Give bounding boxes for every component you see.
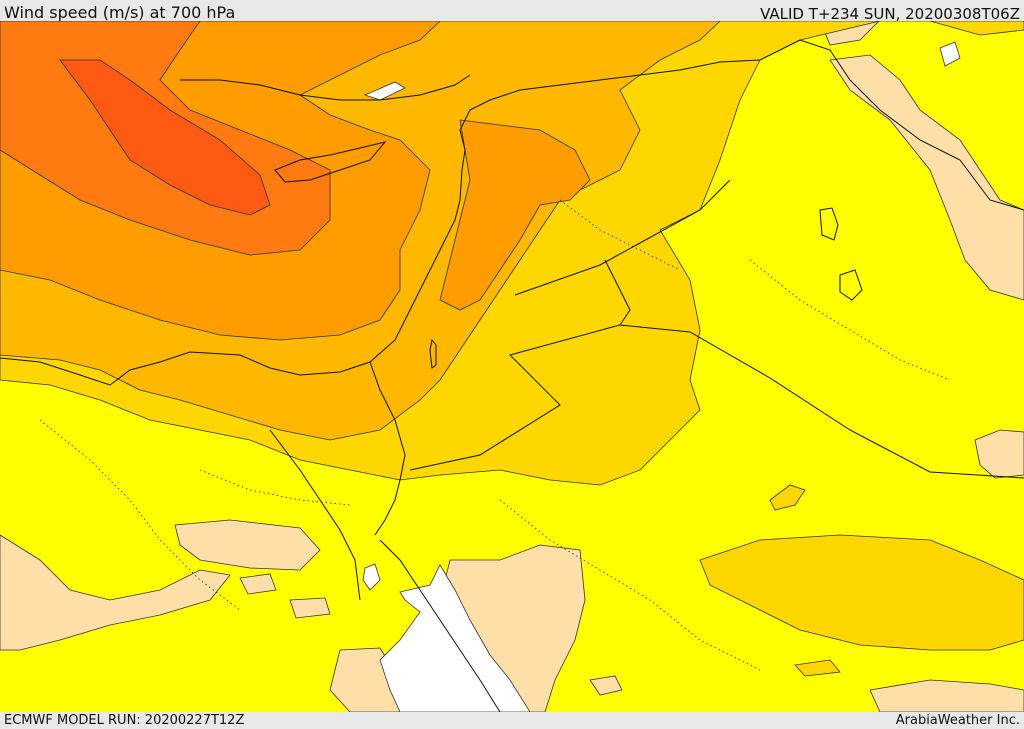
- map-title: Wind speed (m/s) at 700 hPa: [4, 3, 236, 22]
- region-white-red-sea: [379, 564, 531, 712]
- coastline-aqaba: [374, 454, 406, 536]
- coastline-turkey-south: [180, 74, 471, 101]
- patch-west-egypt: [0, 534, 231, 651]
- valid-time: VALID T+234 SUN, 20200308T06Z: [760, 5, 1020, 23]
- region-dark-orange-core: [59, 59, 271, 216]
- patch-gold-small-1: [769, 484, 806, 511]
- model-run-label: ECMWF MODEL RUN: 20200227T12Z: [4, 713, 245, 728]
- dark-orange-band-regions: [0, 21, 331, 256]
- coastline-cyprus: [274, 141, 387, 183]
- coastline-lake-1: [819, 207, 839, 241]
- border-syria-iraq: [514, 179, 731, 296]
- white-band-regions: [362, 41, 961, 712]
- coastline-north-africa: [0, 59, 761, 386]
- patch-nile-small-1: [289, 597, 331, 619]
- region-white-turkey: [363, 81, 406, 101]
- credit-label: ArabiaWeather Inc.: [895, 713, 1020, 728]
- region-white-small: [362, 563, 381, 591]
- coastlines: [0, 39, 1024, 712]
- coastline-dead-sea: [429, 338, 437, 369]
- admin-line-4: [559, 199, 681, 271]
- footer-bar: ECMWF MODEL RUN: 20200227T12Z ArabiaWeat…: [0, 712, 1024, 729]
- patch-central-egypt: [174, 519, 321, 571]
- country-borders: [369, 179, 1024, 479]
- header-bar: Wind speed (m/s) at 700 hPa VALID T+234 …: [0, 0, 1024, 23]
- coastline-red-sea-east: [379, 539, 501, 712]
- border-jordan-saudi: [409, 259, 631, 471]
- coastline-sinai: [269, 429, 361, 601]
- region-white-caspian: [939, 41, 961, 67]
- patch-gulf-east: [974, 429, 1024, 479]
- patch-far-south: [869, 679, 1024, 712]
- region-gold-arabia: [699, 534, 1024, 651]
- border-iraq-saudi: [619, 324, 1024, 479]
- administrative-lines: [39, 199, 951, 671]
- border-egypt-israel: [369, 361, 406, 456]
- patch-nile-small-2: [239, 573, 277, 595]
- wind-speed-map: [0, 21, 1024, 712]
- region-orange-syria: [439, 119, 591, 311]
- patch-iraq-gulf: [829, 54, 1024, 301]
- coastline-lake-2: [839, 269, 863, 301]
- patch-south-small-1: [589, 675, 623, 696]
- admin-line-3: [749, 259, 951, 381]
- coastline-gulf: [759, 39, 1024, 211]
- patch-gold-small-2: [794, 659, 841, 677]
